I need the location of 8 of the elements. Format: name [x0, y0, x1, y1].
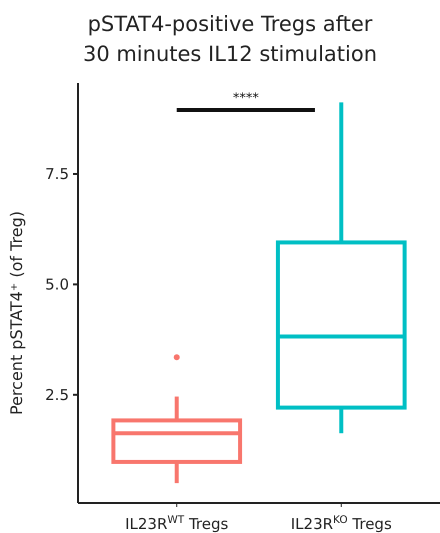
y-axis-title: Percent pSTAT4⁺ (of Treg) — [7, 211, 26, 415]
y-tick-label: 5.0 — [45, 276, 69, 294]
x-tick-label: IL23R$^{WT}$ Tregs — [125, 514, 229, 533]
y-tick-label: 7.5 — [45, 165, 69, 184]
x-tick-label: IL23R$^{KO}$ Tregs — [290, 514, 392, 533]
annotation: **** — [232, 91, 260, 106]
chart-title: pSTAT4-positive Tregs after 30 minutes IL12 stimulation — [82, 12, 378, 66]
y-tick-label: 2.5 — [45, 386, 69, 404]
